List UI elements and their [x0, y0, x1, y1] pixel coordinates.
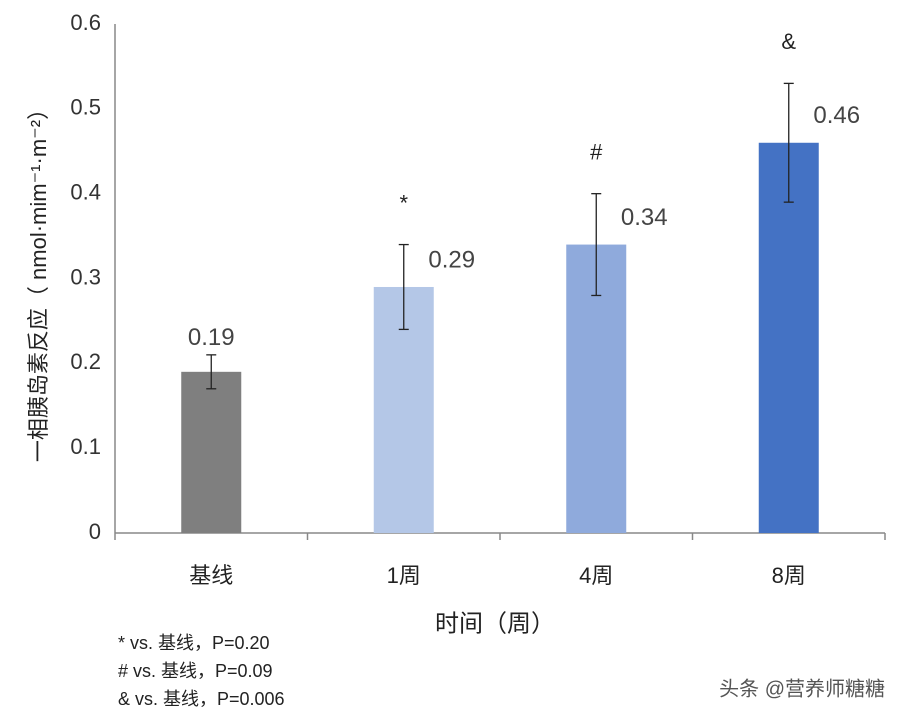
y-axis-label: 一相胰岛素反应（ nmol·mim⁻¹·m⁻²） — [26, 98, 51, 462]
error-bar — [398, 243, 409, 331]
error-bar — [206, 354, 217, 390]
significance-marker: # — [590, 139, 603, 164]
y-tick-label: 0.1 — [70, 434, 101, 459]
value-label: 0.34 — [621, 204, 668, 231]
watermark: 头条 @营养师糖糖 — [719, 677, 885, 700]
x-tick-label: 基线 — [189, 563, 233, 588]
value-label: 0.29 — [428, 246, 475, 273]
x-tick-label: 8周 — [772, 563, 806, 588]
bar — [758, 142, 819, 533]
significance-marker: * — [399, 190, 408, 215]
x-tick-label: 4周 — [579, 563, 613, 588]
y-tick-label: 0 — [89, 519, 101, 544]
y-tick-label: 0.6 — [70, 10, 101, 35]
bar — [181, 371, 242, 533]
y-tick-label: 0.3 — [70, 264, 101, 289]
y-tick-label: 0.5 — [70, 95, 101, 120]
footnote: # vs. 基线，P=0.09 — [118, 661, 273, 681]
x-axis-label: 时间（周） — [435, 610, 555, 637]
y-tick-label: 0.2 — [70, 349, 101, 374]
x-tick-label: 1周 — [387, 563, 421, 588]
value-label: 0.46 — [813, 102, 860, 129]
significance-marker: & — [781, 29, 796, 54]
value-label: 0.19 — [188, 324, 235, 351]
error-bar — [591, 193, 602, 297]
footnote: * vs. 基线，P=0.20 — [118, 633, 270, 653]
footnote: & vs. 基线，P=0.006 — [118, 689, 285, 709]
y-tick-label: 0.4 — [70, 179, 101, 204]
error-bar — [783, 82, 794, 203]
